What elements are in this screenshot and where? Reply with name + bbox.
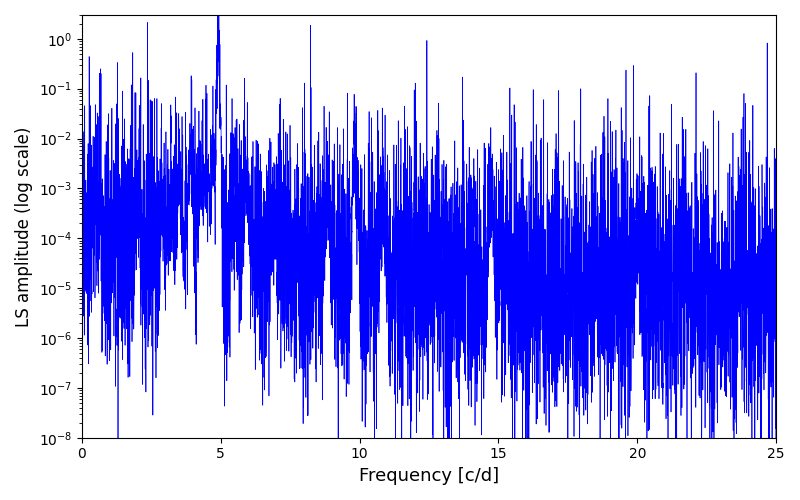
Y-axis label: LS amplitude (log scale): LS amplitude (log scale) [15, 126, 33, 326]
X-axis label: Frequency [c/d]: Frequency [c/d] [359, 467, 499, 485]
